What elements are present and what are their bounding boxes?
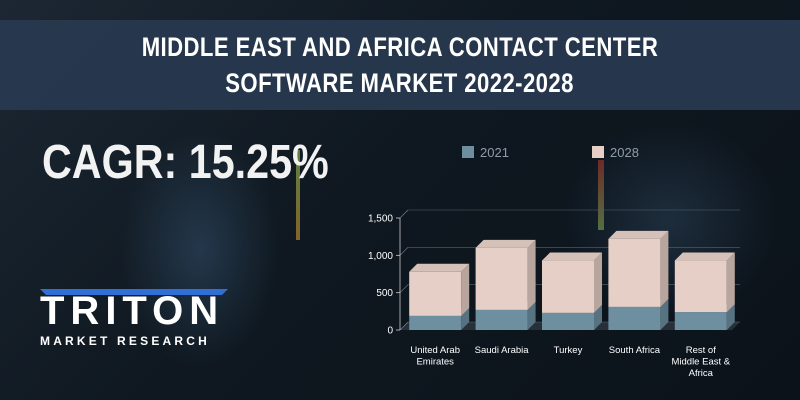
legend-label-2028: 2028 [610, 145, 639, 160]
triton-logo: TRITON MARKET RESEARCH [40, 289, 240, 348]
bar-top-2028 [608, 230, 669, 239]
bar-side-2021 [726, 304, 735, 330]
bar-2021 [542, 312, 594, 330]
bar-2021 [475, 309, 528, 330]
bar-side-2021 [527, 301, 536, 330]
bar-2028 [475, 247, 528, 310]
background-led-strip [296, 150, 300, 240]
legend-label-2021: 2021 [480, 145, 509, 160]
bar-side-2028 [461, 263, 470, 316]
title-band: MIDDLE EAST AND AFRICA CONTACT CENTER SO… [0, 20, 800, 110]
grid-diagonal [399, 284, 409, 293]
bar-2028 [674, 260, 727, 313]
bar-chart: 2021 2028 0 500 1,000 1,500 United Arab Emirate… [368, 145, 740, 379]
bar-2028 [542, 260, 594, 313]
bar-side-2028 [660, 230, 669, 307]
grid-diagonal [399, 247, 409, 256]
x-category-label: South Africa [609, 345, 661, 356]
bar-top-2028 [674, 252, 735, 261]
background-glow-left [120, 130, 280, 370]
y-tick-label: 1,500 [368, 214, 393, 225]
logo-subtitle: MARKET RESEARCH [40, 334, 211, 348]
x-category-label: Turkey [554, 345, 583, 356]
bar-side-2028 [726, 252, 735, 313]
legend-swatch-2028 [592, 146, 604, 158]
bar-side-2021 [594, 304, 602, 330]
page-title-line-2: SOFTWARE MARKET 2022-2028 [225, 68, 575, 98]
cagr-label: CAGR: 15.25% [42, 136, 329, 189]
logo-name: TRITON [40, 289, 225, 333]
bar-top-2028 [409, 263, 470, 272]
legend-swatch-2021 [462, 146, 474, 158]
bar-side-2028 [527, 239, 536, 310]
x-category-label: Rest of Middle East & Africa [671, 345, 730, 379]
grid-diagonal [399, 321, 409, 331]
grid-diagonal [399, 209, 409, 219]
page-title-line-1: MIDDLE EAST AND AFRICA CONTACT CENTER [141, 32, 659, 62]
bar-top-2028 [475, 239, 536, 248]
bar-2028 [608, 238, 661, 307]
bar-2021 [674, 312, 727, 330]
y-tick-label: 0 [387, 326, 393, 337]
bar-2021 [409, 315, 462, 330]
bar-top-2028 [542, 252, 602, 261]
logo-accent-icon [40, 289, 228, 295]
y-tick-label: 500 [376, 288, 393, 299]
bar-side-2021 [461, 307, 470, 330]
bar-2021 [608, 306, 661, 330]
y-tick-label: 1,000 [368, 251, 393, 262]
bar-side-2028 [594, 252, 602, 313]
bar-2028 [409, 271, 462, 316]
bar-side-2021 [660, 298, 669, 330]
background-led-strip [598, 160, 604, 230]
x-category-label: United Arab Emirates [410, 345, 460, 368]
x-category-label: Saudi Arabia [475, 345, 530, 356]
